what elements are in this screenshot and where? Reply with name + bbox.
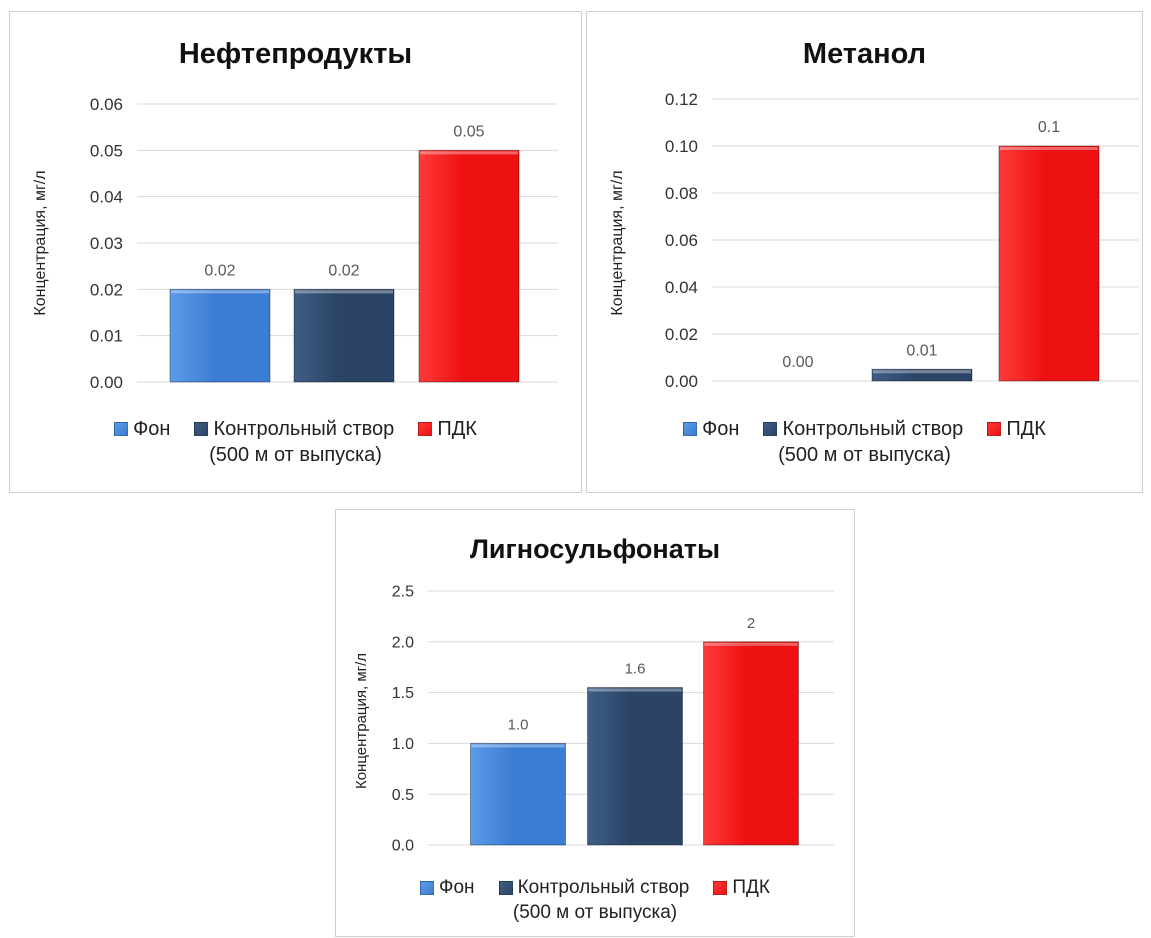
- y-tick-label: 0.03: [90, 234, 123, 253]
- bar-control: [871, 368, 973, 382]
- legend-label: Контрольный створ: [782, 418, 964, 440]
- y-tick-label: 0.06: [90, 95, 123, 114]
- y-axis-label: Концентрация, мг/л: [32, 170, 49, 315]
- y-tick-label: 2.5: [392, 584, 414, 601]
- data-label-fon: 1.0: [508, 716, 529, 733]
- y-axis-label: Концентрация, мг/л: [353, 653, 370, 789]
- legend-item-pdk: ПДК: [418, 416, 477, 442]
- chart-title: Лигносульфонаты: [469, 534, 721, 564]
- y-tick-label: 0.02: [90, 280, 123, 299]
- bar-highlight-control: [588, 688, 682, 692]
- y-tick-label: 2.0: [392, 634, 414, 651]
- y-tick-label: 0.01: [90, 327, 123, 346]
- legend-label: ПДК: [732, 877, 770, 898]
- data-label-pdk: 0.05: [453, 123, 484, 140]
- y-tick-label: 0.0: [392, 838, 414, 855]
- chart-legend: Фон Контрольный створ ПДК (500 м от выпу…: [336, 876, 854, 925]
- y-tick-label: 1.0: [392, 736, 414, 753]
- legend-item-pdk: ПДК: [987, 416, 1046, 442]
- chart-title: Метанол: [802, 38, 927, 70]
- legend-swatch-pdk: [987, 422, 1002, 436]
- legend-swatch-fon: [683, 422, 698, 436]
- legend-swatch-control: [763, 422, 778, 436]
- y-tick-label: 0.5: [392, 787, 414, 804]
- bar-highlight-pdk: [1000, 147, 1098, 150]
- data-label-fon: 0.02: [204, 262, 235, 279]
- data-label-control: 0.02: [328, 262, 359, 279]
- legend-sublabel: (500 м от выпуска): [512, 901, 678, 923]
- y-tick-label: 0.02: [665, 325, 698, 344]
- data-label-fon: 0.00: [782, 354, 813, 371]
- legend-swatch-pdk: [418, 422, 433, 436]
- legend-item-fon: Фон: [683, 416, 739, 442]
- bar-highlight-control: [873, 370, 971, 374]
- legend-label: ПДК: [1006, 418, 1046, 440]
- bar-fon: [470, 742, 566, 846]
- y-tick-label: 0.04: [90, 188, 123, 207]
- chart-panel-lignosulfonates: Лигносульфонаты 0.0 0.5 1.0 1.5 2.0 2.5 Концен…: [335, 509, 855, 937]
- bar-control: [587, 687, 683, 846]
- bar-pdk: [703, 641, 799, 846]
- bar-highlight-pdk: [420, 151, 518, 155]
- bar-highlight-pdk: [704, 642, 798, 646]
- data-label-control: 0.01: [906, 342, 937, 359]
- chart-legend: Фон Контрольный створ ПДК (500 м от выпу…: [587, 416, 1142, 468]
- bar-pdk: [998, 145, 1100, 382]
- y-axis-label: Концентрация, мг/л: [609, 170, 626, 315]
- legend-label: ПДК: [437, 418, 477, 440]
- y-tick-label: 0.05: [90, 141, 123, 160]
- data-label-pdk: 0.1: [1038, 119, 1060, 136]
- legend-swatch-pdk: [713, 881, 728, 896]
- chart-plot: 0.00 0.01 0.02 0.03 0.04 0.05 0.06 Концентрация…: [32, 95, 558, 392]
- legend-label: Фон: [702, 418, 740, 440]
- legend-item-pdk: ПДК: [713, 876, 770, 901]
- bar-highlight-fon: [471, 744, 565, 748]
- legend-label: Контрольный створ: [213, 418, 395, 440]
- chart-panel-methanol: Метанол 0.00 0.02 0.04 0.06 0.08 0.10 0.12 Конц…: [586, 11, 1143, 493]
- legend-swatch-control: [498, 881, 513, 896]
- data-label-control: 1.6: [625, 661, 646, 678]
- legend-label: Контрольный створ: [517, 877, 690, 898]
- legend-item-fon: Фон: [420, 876, 475, 901]
- legend-item-control: Контрольный створ: [763, 416, 963, 442]
- bar-highlight-control: [295, 290, 393, 294]
- legend-label: Фон: [439, 877, 475, 898]
- legend-item-control: Контрольный створ: [498, 876, 690, 901]
- bar-fon: [169, 288, 271, 383]
- bar-highlight-fon: [171, 290, 269, 294]
- legend-swatch-control: [194, 422, 209, 436]
- y-tick-label: 0.06: [665, 231, 698, 250]
- chart-plot: 0.0 0.5 1.0 1.5 2.0 2.5 Концентрация, мг/л 1.0 1…: [353, 584, 834, 855]
- data-label-pdk: 2: [747, 615, 755, 632]
- y-tick-label: 0.00: [90, 373, 123, 392]
- y-tick-label: 0.08: [665, 184, 698, 203]
- chart-legend: Фон Контрольный створ ПДК (500 м от выпу…: [10, 416, 581, 468]
- y-tick-label: 0.00: [665, 372, 698, 391]
- legend-swatch-fon: [420, 881, 435, 896]
- legend-sublabel: (500 м от выпуска): [778, 444, 951, 466]
- chart-title: Нефтепродукты: [178, 38, 413, 70]
- y-tick-label: 0.04: [665, 278, 698, 297]
- bar-pdk: [418, 149, 520, 383]
- legend-sublabel: (500 м от выпуска): [209, 444, 382, 466]
- y-tick-label: 0.12: [665, 90, 698, 109]
- legend-swatch-fon: [114, 422, 129, 436]
- y-tick-label: 0.10: [665, 137, 698, 156]
- legend-label: Фон: [133, 418, 171, 440]
- bar-control: [293, 288, 395, 383]
- legend-item-control: Контрольный створ: [194, 416, 394, 442]
- y-tick-label: 1.5: [392, 685, 414, 702]
- chart-plot: 0.00 0.02 0.04 0.06 0.08 0.10 0.12 Концентрация…: [609, 90, 1139, 391]
- legend-item-fon: Фон: [114, 416, 170, 442]
- chart-panel-petroleum: Нефтепродукты 0.00 0.01 0.02 0.03 0.04 0.05 0.…: [9, 11, 582, 493]
